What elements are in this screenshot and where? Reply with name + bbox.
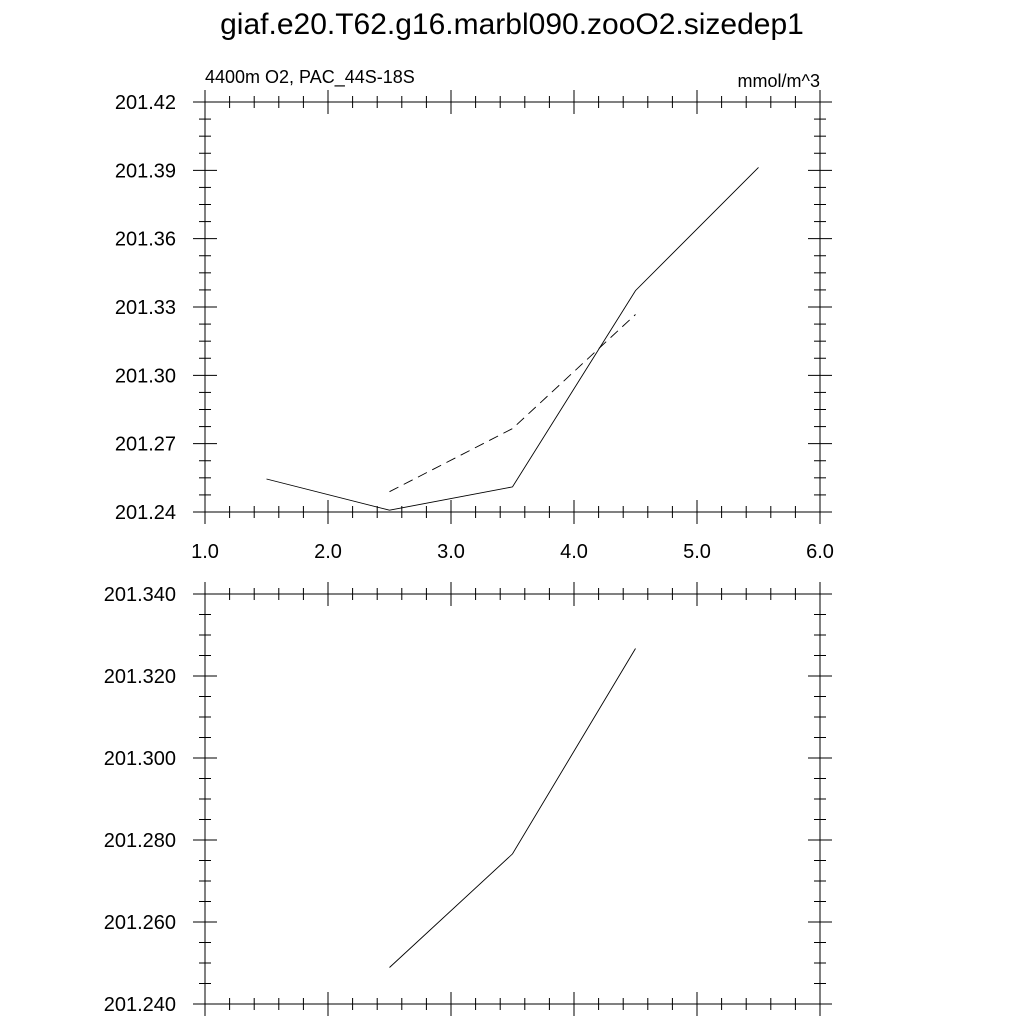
series-line-solid [389,648,636,968]
y-tick-label: 201.320 [104,666,176,688]
series-line-solid [266,167,759,511]
y-tick-label: 201.24 [115,502,176,524]
x-tick-label: 1.0 [191,541,219,563]
y-tick-label: 201.260 [104,912,176,934]
y-tick-label: 201.340 [104,584,176,606]
y-tick-label: 201.42 [115,92,176,114]
x-tick-label: 2.0 [314,541,342,563]
y-tick-label: 201.240 [104,994,176,1016]
y-tick-label: 201.39 [115,160,176,182]
chart-title: giaf.e20.T62.g16.marbl090.zooO2.sizedep1 [220,8,804,41]
y-tick-label: 201.300 [104,748,176,770]
series-line-dashed [389,314,636,493]
top-panel: 1.0 2.0 3.0 4.0 5.0 6.0 201.24 201.27 201.30 201.… [115,67,834,563]
panel-subtitle-left: 4400m O2, PAC_44S-18S [205,67,415,88]
y-tick-label: 201.27 [115,434,176,456]
y-tick-label: 201.33 [115,297,176,319]
plot-frame [204,593,821,1005]
y-tick-label: 201.30 [115,365,176,387]
x-tick-label: 6.0 [806,541,834,563]
y-tick-label: 201.280 [104,830,176,852]
bottom-panel: 201.240 201.260 201.280 201.300 201.320 201.3… [104,582,832,1016]
y-tick-label: 201.36 [115,229,176,251]
x-tick-label: 5.0 [683,541,711,563]
x-tick-label: 3.0 [437,541,465,563]
plot-frame [204,101,821,513]
x-tick-label: 4.0 [560,541,588,563]
panel-units-label: mmol/m^3 [738,71,820,91]
